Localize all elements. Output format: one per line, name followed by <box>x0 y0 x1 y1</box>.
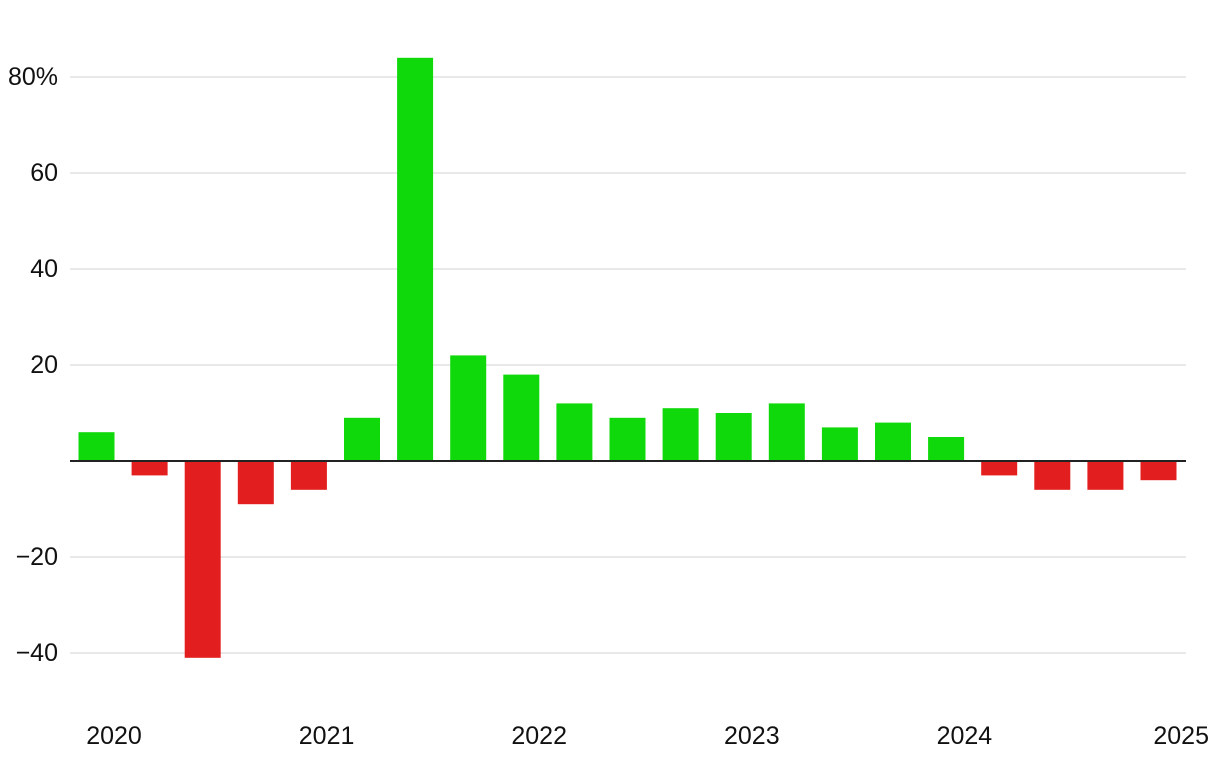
y-tick-label: 60 <box>30 159 58 187</box>
bar <box>237 461 274 505</box>
y-tick-label: −40 <box>16 639 58 667</box>
bar <box>397 57 434 462</box>
x-tick-label: 2024 <box>937 722 993 750</box>
bar <box>78 432 115 461</box>
bar <box>503 374 540 461</box>
x-tick-label: 2020 <box>86 722 142 750</box>
y-tick-label: −20 <box>16 543 58 571</box>
bar <box>715 413 752 461</box>
bar <box>131 461 168 476</box>
bar <box>184 461 221 658</box>
bar <box>1034 461 1071 490</box>
y-tick-label: 40 <box>30 255 58 283</box>
bar <box>875 422 911 461</box>
bar <box>1140 461 1177 481</box>
x-tick-label: 2022 <box>511 722 567 750</box>
y-axis-labels: 80% 60 40 20 −20 −40 <box>8 63 58 667</box>
x-axis-labels: 2020 2021 2022 2023 2024 2025 <box>86 722 1209 750</box>
bar <box>662 408 699 461</box>
x-tick-label: 2021 <box>299 722 355 750</box>
bar <box>768 403 805 461</box>
gridlines <box>70 76 1186 654</box>
bar <box>821 427 858 461</box>
bar <box>981 461 1018 476</box>
bar <box>609 417 646 461</box>
bar <box>290 461 327 490</box>
y-tick-label: 20 <box>30 351 58 379</box>
x-tick-label: 2025 <box>1153 722 1209 750</box>
x-tick-label: 2023 <box>724 722 780 750</box>
bar <box>556 403 593 461</box>
bar <box>344 417 380 461</box>
bar <box>1087 461 1124 490</box>
bars <box>78 57 1177 658</box>
bar <box>450 355 487 461</box>
y-tick-label: 80% <box>8 63 58 91</box>
bar <box>928 437 965 461</box>
